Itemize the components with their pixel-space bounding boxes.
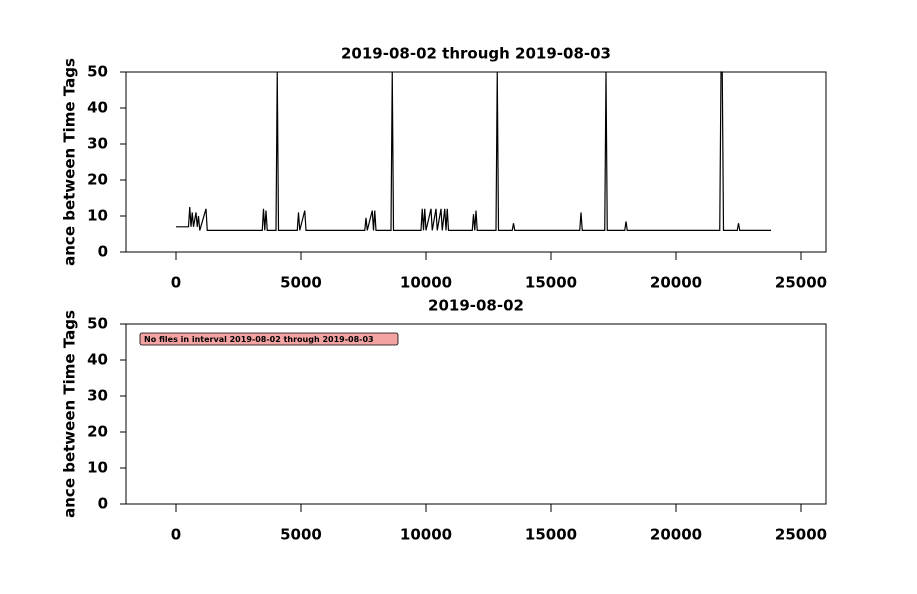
y-tick-label: 20 bbox=[87, 423, 108, 441]
y-tick-label: 30 bbox=[87, 387, 108, 405]
plot-frame bbox=[125, 71, 827, 253]
x-tick-label: 15000 bbox=[525, 526, 577, 544]
x-tick-label: 15000 bbox=[525, 274, 577, 292]
x-tick-label: 5000 bbox=[280, 526, 322, 544]
x-tick-label: 0 bbox=[171, 526, 181, 544]
plot-frame bbox=[125, 323, 827, 505]
x-tick-label: 20000 bbox=[650, 526, 702, 544]
x-tick-label: 0 bbox=[171, 274, 181, 292]
x-tick-label: 5000 bbox=[280, 274, 322, 292]
x-tick-label: 20000 bbox=[650, 274, 702, 292]
annotation-box bbox=[139, 332, 399, 346]
x-tick-label: 25000 bbox=[775, 274, 827, 292]
x-tick-label: 10000 bbox=[400, 526, 452, 544]
chart-title: 2019-08-02 through 2019-08-03 bbox=[341, 45, 611, 63]
y-tick-label: 40 bbox=[87, 351, 108, 369]
y-tick-label: 10 bbox=[87, 459, 108, 477]
x-tick-label: 25000 bbox=[775, 526, 827, 544]
y-tick-label: 0 bbox=[98, 243, 108, 261]
y-axis-label: ance between Time Tags bbox=[61, 58, 79, 266]
y-tick-label: 40 bbox=[87, 99, 108, 117]
y-tick-label: 30 bbox=[87, 135, 108, 153]
y-tick-label: 50 bbox=[87, 315, 108, 333]
y-tick-label: 10 bbox=[87, 207, 108, 225]
x-tick-label: 10000 bbox=[400, 274, 452, 292]
annotation: No files in interval 2019-08-02 through … bbox=[144, 335, 374, 344]
y-tick-label: 0 bbox=[98, 495, 108, 513]
chart-title: 2019-08-02 bbox=[428, 297, 524, 315]
y-tick-label: 20 bbox=[87, 171, 108, 189]
data-line bbox=[176, 71, 771, 231]
y-axis-label: ance between Time Tags bbox=[61, 310, 79, 518]
y-tick-label: 50 bbox=[87, 63, 108, 81]
